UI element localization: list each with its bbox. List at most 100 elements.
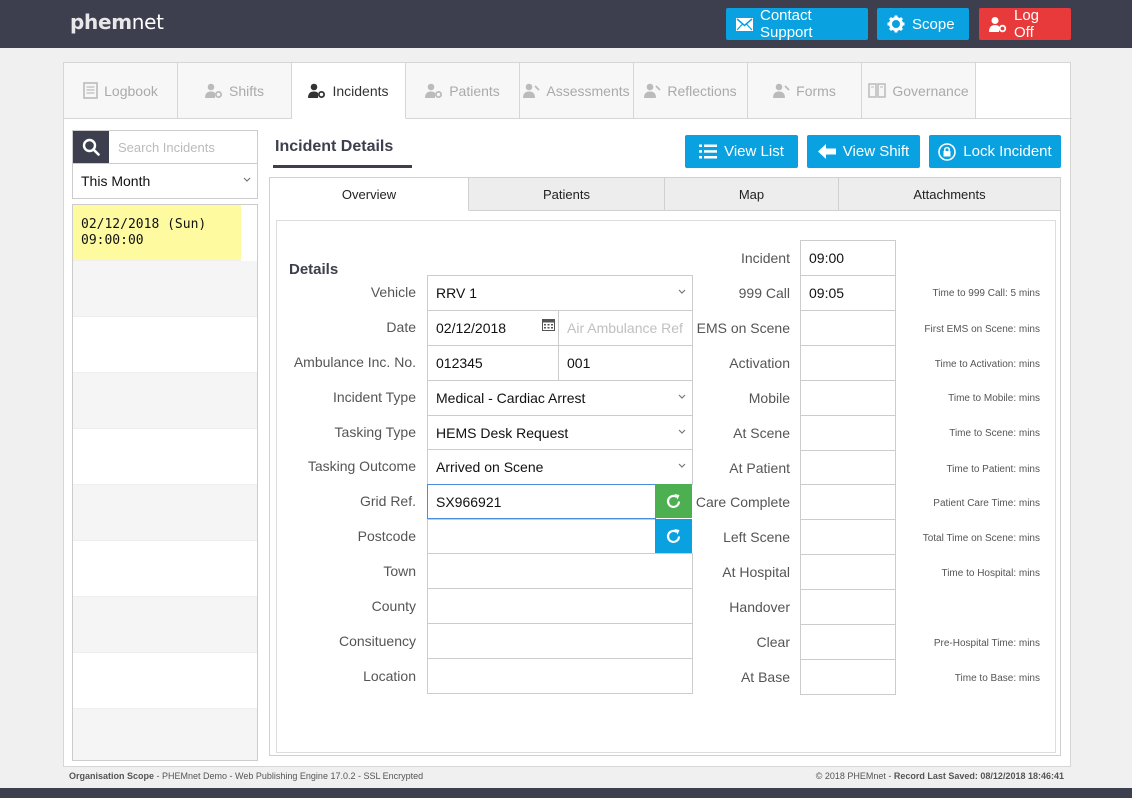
search-icon (82, 138, 100, 156)
search-input[interactable] (109, 131, 257, 163)
tasking-type-select[interactable]: HEMS Desk Request (427, 415, 693, 451)
time-field-ems-on-scene[interactable] (800, 310, 896, 346)
time-note: Time to Activation: mins (934, 359, 1040, 370)
date-field[interactable]: 02/12/2018 (427, 310, 559, 346)
time-label: Clear (756, 634, 790, 650)
tab-incidents[interactable]: Incidents (292, 63, 406, 119)
gear-icon (887, 15, 905, 33)
app-logo[interactable]: phemnet (70, 10, 164, 34)
time-field-care-complete[interactable] (800, 484, 896, 520)
grid-ref-refresh-button[interactable] (655, 484, 692, 518)
location-label: Location (363, 668, 416, 684)
time-note: Time to 999 Call: 5 mins (932, 288, 1040, 299)
time-field-at-base[interactable] (800, 659, 896, 695)
tab-patients[interactable]: Patients (406, 63, 520, 119)
tab-forms[interactable]: Forms (748, 63, 862, 119)
postcode-refresh-button[interactable] (655, 519, 692, 553)
tab-governance[interactable]: Governance (862, 63, 976, 119)
town-field[interactable] (427, 553, 693, 589)
tab-logbook[interactable]: Logbook (64, 63, 178, 119)
contact-support-button[interactable]: Contact Support (726, 7, 868, 41)
module-tabs: Logbook Shifts Incidents Patients Assess… (64, 63, 1072, 119)
users-gear-icon (308, 83, 326, 98)
view-shift-button[interactable]: View Shift (807, 135, 920, 168)
time-note: Total Time on Scene: mins (922, 533, 1040, 544)
time-label: At Base (740, 669, 790, 685)
tasking-outcome-label: Tasking Outcome (307, 458, 416, 474)
time-field-999-call[interactable]: 09:05 (800, 275, 896, 311)
search-button[interactable] (73, 131, 109, 163)
postcode-label: Postcode (357, 528, 416, 544)
log-off-button[interactable]: Log Off (979, 7, 1071, 41)
scope-button[interactable]: Scope (877, 8, 969, 40)
users-gear-icon (204, 83, 222, 98)
time-note: Time to Scene: mins (949, 428, 1040, 439)
refresh-icon (666, 493, 681, 508)
ambulance-no-label: Ambulance Inc. No. (293, 354, 416, 370)
time-label: Activation (729, 355, 790, 371)
chevron-down-icon (678, 394, 686, 399)
county-label: County (371, 598, 416, 614)
envelope-icon (736, 17, 753, 31)
scope-label: Scope (912, 15, 955, 33)
time-field-handover[interactable] (800, 589, 896, 625)
log-off-label: Log Off (1014, 7, 1040, 41)
tab-patients[interactable]: Patients (469, 177, 665, 211)
arrow-left-icon (817, 144, 836, 159)
time-field-mobile[interactable] (800, 380, 896, 416)
time-field-left-scene[interactable] (800, 519, 896, 555)
time-label: EMS on Scene (696, 320, 790, 336)
time-label: Left Scene (723, 529, 790, 545)
time-label: At Hospital (722, 564, 790, 580)
postcode-field[interactable] (427, 519, 656, 554)
top-bar: phemnet Contact Support Scope Log Off (0, 0, 1132, 48)
stethoscope-icon (644, 83, 661, 98)
incident-type-select[interactable]: Medical - Cardiac Arrest (427, 380, 693, 416)
time-label: At Scene (733, 425, 790, 441)
tasking-outcome-select[interactable]: Arrived on Scene (427, 449, 693, 485)
consituency-field[interactable] (427, 623, 693, 659)
period-select[interactable]: This Month (72, 164, 258, 199)
date-label: Date (386, 319, 416, 335)
calendar-icon[interactable] (542, 319, 555, 331)
time-field-clear[interactable] (800, 624, 896, 660)
time-field-incident[interactable]: 09:00 (800, 240, 896, 276)
time-note: Patient Care Time: mins (933, 498, 1040, 509)
details-heading: Details (289, 261, 339, 278)
time-note: Time to Mobile: mins (948, 393, 1040, 404)
ambulance-no-suffix-field[interactable]: 001 (558, 345, 693, 381)
tab-shifts[interactable]: Shifts (178, 63, 292, 119)
air-ambulance-ref-field[interactable]: Air Ambulance Ref (558, 310, 693, 346)
refresh-icon (666, 528, 681, 543)
tab-map[interactable]: Map (665, 177, 839, 211)
time-note: Time to Base: mins (954, 673, 1040, 684)
grid-ref-field[interactable]: SX966921 (427, 484, 656, 519)
time-field-at-scene[interactable] (800, 415, 896, 451)
lock-incident-button[interactable]: Lock Incident (929, 135, 1061, 168)
time-field-at-patient[interactable] (800, 450, 896, 486)
stethoscope-icon (773, 83, 790, 98)
ambulance-no-field[interactable]: 012345 (427, 345, 559, 381)
list-item[interactable]: 02/12/2018 (Sun) 09:00:00 (73, 205, 241, 261)
location-field[interactable] (427, 658, 693, 694)
tab-attachments[interactable]: Attachments (839, 177, 1061, 211)
town-label: Town (383, 563, 416, 579)
contact-support-label: Contact Support (760, 7, 813, 41)
view-list-button[interactable]: View List (685, 135, 798, 168)
grid-ref-label: Grid Ref. (359, 493, 416, 509)
time-field-activation[interactable] (800, 345, 896, 381)
tasking-type-label: Tasking Type (334, 424, 416, 440)
users-gear-icon (425, 83, 443, 98)
time-label: Incident (740, 250, 790, 266)
overview-panel (269, 210, 1061, 756)
county-field[interactable] (427, 588, 693, 624)
time-field-at-hospital[interactable] (800, 554, 896, 590)
vehicle-label: Vehicle (370, 284, 416, 300)
tab-overview[interactable]: Overview (269, 177, 469, 211)
chevron-down-icon (678, 289, 686, 294)
book-icon (83, 82, 98, 99)
vehicle-select[interactable]: RRV 1 (427, 275, 693, 311)
tab-assessments[interactable]: Assessments (520, 63, 634, 119)
incident-type-label: Incident Type (332, 389, 416, 405)
tab-reflections[interactable]: Reflections (634, 63, 748, 119)
